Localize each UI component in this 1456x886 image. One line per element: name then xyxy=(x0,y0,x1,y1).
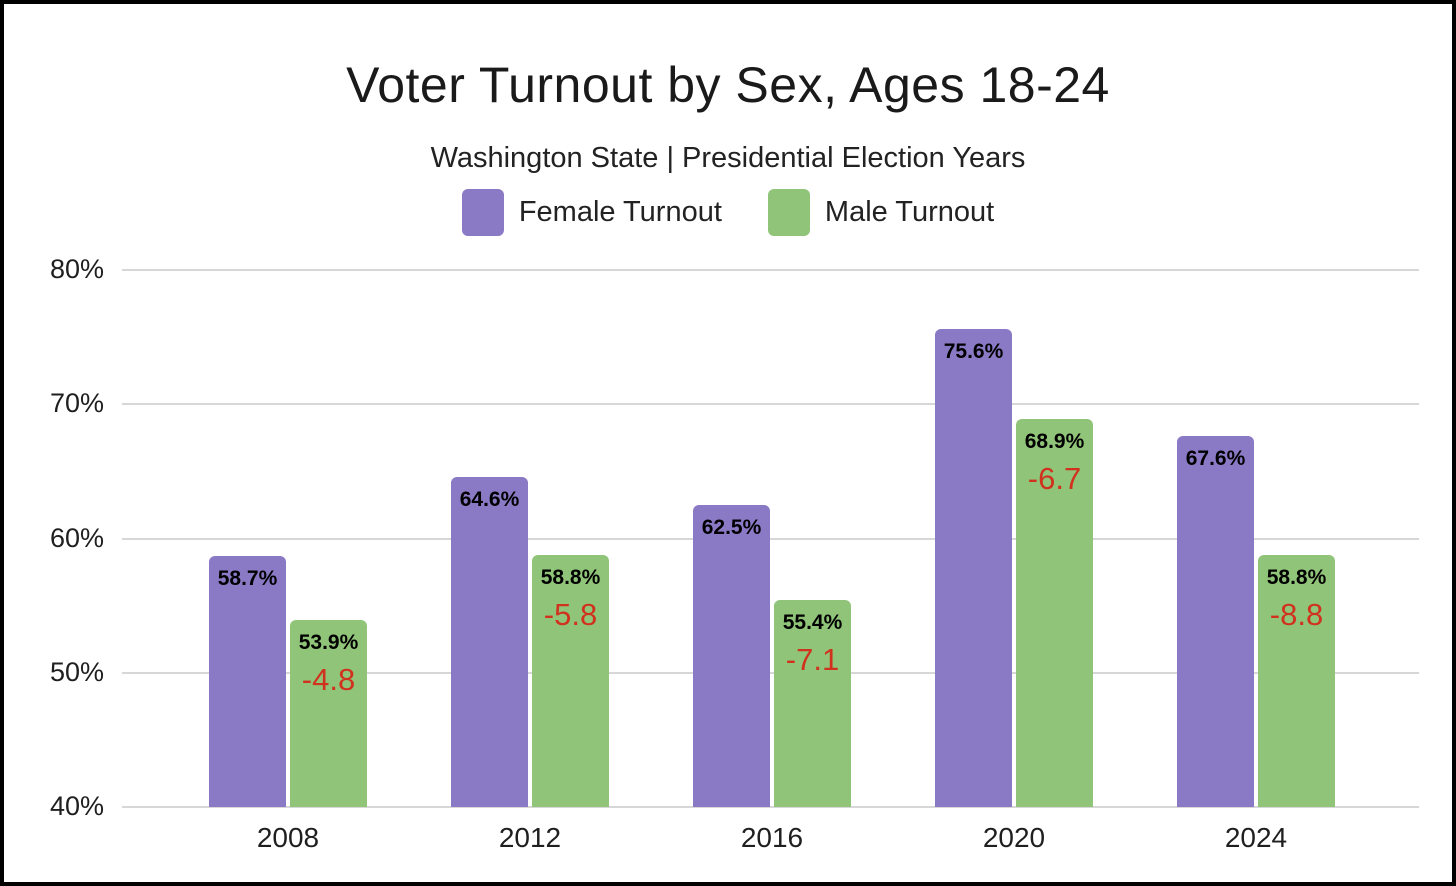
bar-value-label: 75.6% xyxy=(943,340,1004,364)
bar-labels: 62.5% xyxy=(693,516,770,540)
ytick-label-70: 70% xyxy=(49,388,104,419)
gridline-70 xyxy=(122,403,1419,406)
female-swatch-icon xyxy=(461,189,504,236)
gender-gap-label: -6.7 xyxy=(1027,461,1082,497)
male-bar-2016: 55.4% -7.1 xyxy=(774,600,851,807)
bar-labels: 67.6% xyxy=(1177,447,1254,471)
gender-gap-label: -8.8 xyxy=(1269,596,1324,632)
bar-value-label: 58.8% xyxy=(1266,565,1327,589)
legend: Female Turnout Male Turnout xyxy=(4,189,1452,236)
chart-subtitle: Washington State | Presidential Election… xyxy=(430,142,1026,174)
bar-value-label: 58.7% xyxy=(217,566,278,590)
gridline-60 xyxy=(122,537,1419,540)
bar-value-label: 67.6% xyxy=(1185,447,1246,471)
bar-labels: 75.6% xyxy=(935,340,1012,364)
legend-item-male: Male Turnout xyxy=(767,189,995,236)
male-bar-2008: 53.9% -4.8 xyxy=(290,620,367,807)
male-bar-2024: 58.8% -8.8 xyxy=(1258,554,1335,807)
female-bar-2008: 58.7% xyxy=(209,555,286,807)
ytick-label-40: 40% xyxy=(49,791,104,821)
bar-labels: 58.7% xyxy=(209,567,286,591)
bar-value-label: 53.9% xyxy=(298,631,359,655)
chart-title: Voter Turnout by Sex, Ages 18-24 xyxy=(346,57,1110,113)
gridline-50 xyxy=(122,671,1419,674)
xtick-label-2012: 2012 xyxy=(498,822,562,853)
xtick-label-2008: 2008 xyxy=(256,822,320,853)
xtick-label-2024: 2024 xyxy=(1224,822,1288,853)
legend-label-male: Male Turnout xyxy=(824,196,995,228)
gridline-40 xyxy=(122,806,1419,808)
xtick-label-2020: 2020 xyxy=(982,822,1046,853)
legend-label-female: Female Turnout xyxy=(518,196,722,228)
male-bar-2012: 58.8% -5.8 xyxy=(532,554,609,807)
female-bar-2020: 75.6% xyxy=(935,329,1012,807)
gridline-80 xyxy=(122,269,1419,271)
bar-labels: 68.9% -6.7 xyxy=(1016,430,1093,497)
bar-value-label: 64.6% xyxy=(459,487,520,511)
gender-gap-label: -7.1 xyxy=(785,642,840,678)
ytick-label-50: 50% xyxy=(49,656,104,687)
bar-labels: 58.8% -8.8 xyxy=(1258,566,1335,633)
bar-value-label: 68.9% xyxy=(1024,430,1085,454)
legend-item-female: Female Turnout xyxy=(461,189,722,236)
female-bar-2012: 64.6% xyxy=(451,476,528,807)
bar-labels: 58.8% -5.8 xyxy=(532,566,609,633)
gender-gap-label: -4.8 xyxy=(301,662,356,698)
gender-gap-label: -5.8 xyxy=(543,596,598,632)
female-bar-2024: 67.6% xyxy=(1177,436,1254,807)
male-bar-2020: 68.9% -6.7 xyxy=(1016,419,1093,807)
bar-labels: 53.9% -4.8 xyxy=(290,631,367,698)
ytick-label-80: 80% xyxy=(49,254,104,284)
bar-labels: 64.6% xyxy=(451,488,528,512)
plot-area: 58.7% 53.9% -4.8 64.6% 58.8% -5.8 62.5% 55.4% -7… xyxy=(122,269,1419,808)
xtick-label-2016: 2016 xyxy=(740,822,804,853)
ytick-label-60: 60% xyxy=(49,522,104,553)
bar-value-label: 62.5% xyxy=(701,515,762,539)
male-swatch-icon xyxy=(767,189,810,236)
bar-value-label: 58.8% xyxy=(540,565,601,589)
bar-value-label: 55.4% xyxy=(782,611,843,635)
female-bar-2016: 62.5% xyxy=(693,504,770,807)
bar-labels: 55.4% -7.1 xyxy=(774,611,851,678)
